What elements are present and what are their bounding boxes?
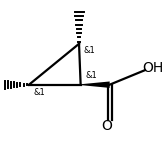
Text: &1: &1 bbox=[84, 46, 96, 55]
Polygon shape bbox=[81, 81, 110, 88]
Text: &1: &1 bbox=[86, 71, 97, 80]
Text: O: O bbox=[101, 119, 112, 133]
Text: OH: OH bbox=[142, 61, 163, 75]
Text: &1: &1 bbox=[34, 88, 46, 97]
